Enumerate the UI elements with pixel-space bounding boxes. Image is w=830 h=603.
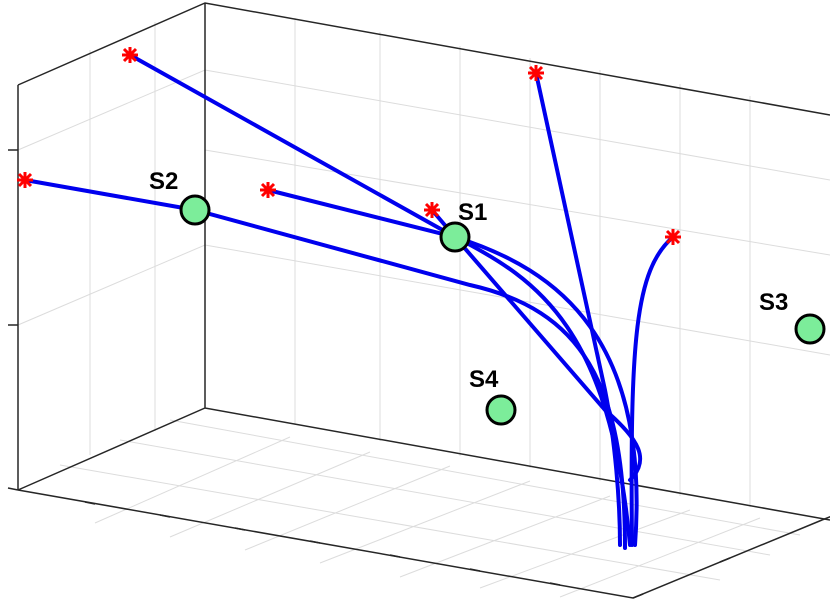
grid xyxy=(17,18,830,598)
station-label: S2 xyxy=(149,168,178,195)
station xyxy=(179,194,211,226)
axes-box xyxy=(7,2,830,599)
station xyxy=(485,394,517,426)
start-markers xyxy=(17,47,681,245)
station xyxy=(439,221,471,253)
station-label: S4 xyxy=(469,366,499,393)
stations: S1 S2 S3 S4 xyxy=(149,168,826,426)
station-label: S3 xyxy=(759,289,788,316)
station-label: S1 xyxy=(458,199,487,226)
station xyxy=(794,313,826,345)
trajectories xyxy=(23,53,675,550)
